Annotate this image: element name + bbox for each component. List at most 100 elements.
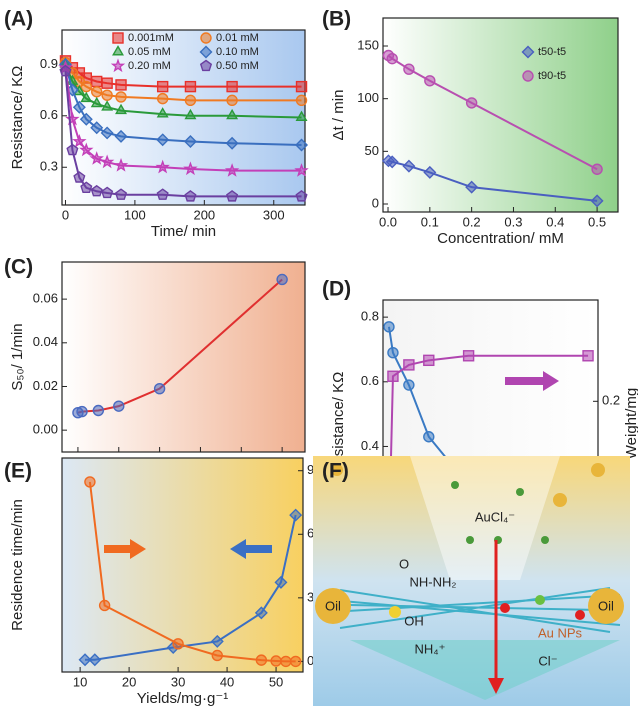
diagram-label: Oil bbox=[325, 598, 341, 613]
marker bbox=[156, 188, 169, 200]
marker bbox=[156, 107, 169, 118]
oil-drop bbox=[315, 588, 351, 624]
marker bbox=[156, 92, 169, 105]
arrow bbox=[230, 539, 272, 559]
marker bbox=[59, 64, 72, 77]
panel-label: (D) bbox=[322, 278, 351, 301]
oil-drop bbox=[591, 463, 605, 477]
marker bbox=[226, 190, 239, 202]
y-axis-title: Resistance/ KΩ bbox=[330, 372, 347, 476]
diagram-label: Oil bbox=[598, 598, 614, 613]
x-tick-label: 0 bbox=[62, 207, 69, 222]
marker bbox=[183, 135, 197, 149]
marker bbox=[224, 163, 240, 177]
marker bbox=[591, 163, 603, 175]
marker bbox=[184, 94, 197, 107]
marker bbox=[254, 606, 268, 620]
marker bbox=[210, 634, 224, 648]
plot-background bbox=[383, 18, 618, 212]
marker bbox=[80, 80, 93, 93]
x-tick-label: 20 bbox=[122, 674, 136, 689]
x-tick-label: 300 bbox=[263, 207, 285, 222]
marker bbox=[274, 575, 288, 589]
series-line bbox=[387, 354, 589, 542]
y-axis-title: Δt / min bbox=[330, 90, 347, 141]
marker bbox=[90, 121, 104, 135]
marker bbox=[403, 379, 415, 391]
particle bbox=[500, 603, 510, 613]
panel: 0 100 200 300 0.3 0.6 0.9 Time/ min Resistance/ … bbox=[4, 8, 309, 240]
molecules bbox=[451, 481, 549, 544]
marker bbox=[184, 108, 197, 120]
y-tick-label: 0.6 bbox=[40, 107, 58, 122]
legend-label: 0.05 mM bbox=[128, 46, 171, 58]
y2-tick-label: 0.2 bbox=[602, 393, 620, 408]
panel-label: (C) bbox=[4, 256, 33, 279]
panel-label: (B) bbox=[322, 8, 351, 31]
panel: 0.0 0.1 0.2 0.3 0.4 0.5 0 50 100 150 Concentration… bbox=[322, 8, 619, 247]
marker bbox=[65, 111, 80, 126]
marker bbox=[101, 100, 114, 111]
marker bbox=[255, 654, 268, 666]
plot-frame bbox=[61, 457, 304, 673]
diagram-label: Cl⁻ bbox=[538, 653, 557, 668]
legend-marker bbox=[522, 70, 534, 82]
marker bbox=[88, 653, 102, 667]
x-tick-label: 0.4 bbox=[546, 214, 564, 229]
panel: 0.00.10.20.30.40.50.000.020.040.06Concen… bbox=[4, 256, 306, 487]
marker bbox=[424, 75, 436, 87]
y-tick-label: 0.06 bbox=[33, 291, 58, 306]
y-tick-label: 0.00 bbox=[33, 422, 58, 437]
marker bbox=[226, 94, 238, 107]
marker bbox=[295, 80, 308, 93]
marker bbox=[462, 350, 475, 362]
legend-marker bbox=[199, 45, 213, 59]
marker bbox=[89, 151, 104, 165]
arrow bbox=[104, 539, 146, 559]
marker bbox=[402, 159, 416, 173]
marker bbox=[225, 136, 239, 150]
marker bbox=[76, 405, 88, 418]
marker bbox=[155, 159, 170, 174]
x-tick-label: 40 bbox=[220, 674, 234, 689]
particle bbox=[575, 610, 585, 620]
plot-frame bbox=[61, 261, 306, 453]
marker bbox=[383, 321, 395, 333]
panel-label: (F) bbox=[322, 460, 349, 483]
y-tick-label: 50 bbox=[365, 143, 379, 158]
legend-marker bbox=[199, 59, 213, 72]
marker bbox=[226, 108, 239, 120]
marker bbox=[98, 599, 111, 612]
marker bbox=[101, 186, 114, 199]
marker bbox=[403, 63, 415, 75]
oil-drop bbox=[553, 493, 567, 507]
marker bbox=[84, 476, 96, 488]
marker bbox=[211, 649, 223, 662]
plot-frame bbox=[382, 17, 619, 213]
marker bbox=[403, 359, 415, 371]
x-tick-label: 10 bbox=[73, 674, 87, 689]
legend-label: 0.20 mM bbox=[128, 60, 171, 72]
legend-marker bbox=[112, 32, 124, 44]
marker bbox=[295, 110, 308, 121]
y-tick-label: 0.8 bbox=[361, 309, 379, 324]
plot-background bbox=[62, 458, 303, 672]
legend-marker bbox=[112, 45, 124, 56]
marker bbox=[115, 91, 127, 103]
diagram-label: AuCl₄⁻ bbox=[475, 509, 515, 524]
legend-marker bbox=[200, 32, 212, 44]
x-axis-title: Yields/mg·g⁻¹ bbox=[137, 690, 229, 707]
legend-marker bbox=[521, 45, 535, 59]
y-tick-label: 0.3 bbox=[40, 159, 58, 174]
legend-label: 0.001mM bbox=[128, 32, 174, 44]
x-tick-label: 0.1 bbox=[421, 214, 439, 229]
marker bbox=[72, 100, 86, 114]
marker bbox=[99, 154, 115, 169]
x-tick-label: 0.2 bbox=[463, 214, 481, 229]
marker bbox=[91, 75, 103, 88]
marker bbox=[387, 370, 399, 382]
marker bbox=[114, 188, 128, 200]
legend-label: t90-t5 bbox=[538, 70, 566, 82]
y-tick-label: 0.4 bbox=[361, 438, 379, 453]
